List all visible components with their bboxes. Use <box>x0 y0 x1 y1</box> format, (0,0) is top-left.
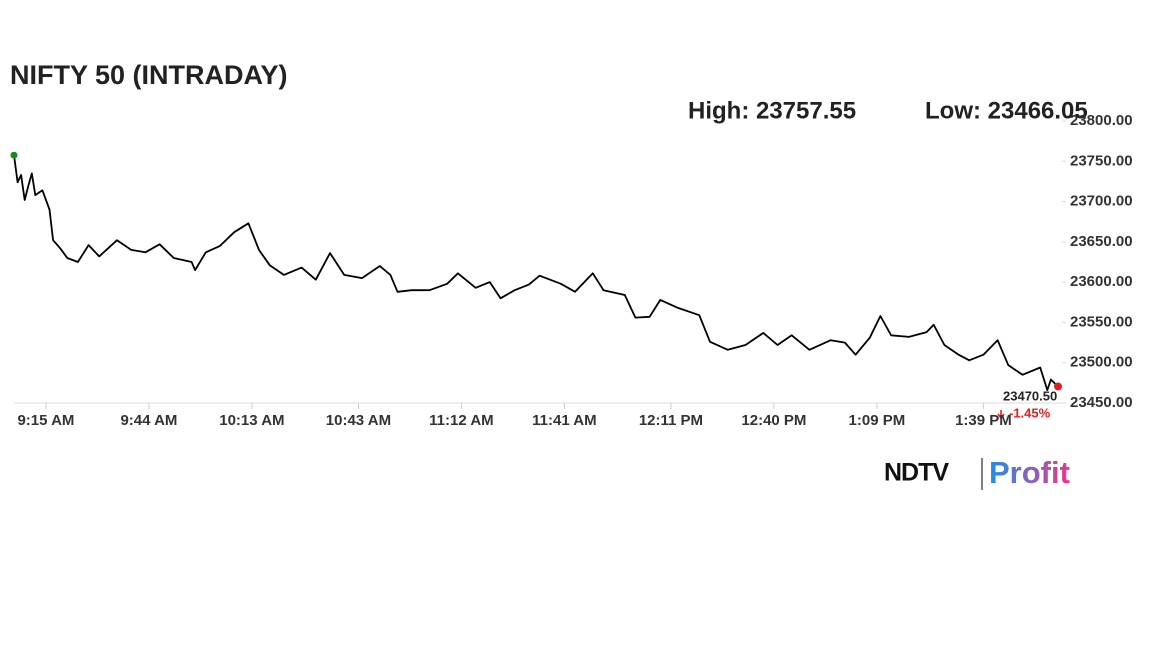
y-tick-label: 23800.00 <box>1070 112 1133 129</box>
y-tick-label: 23450.00 <box>1070 394 1133 411</box>
x-tick-label: 9:44 AM <box>120 412 177 429</box>
x-tick-label: 12:11 PM <box>639 412 703 429</box>
x-tick-label: 1:39 PM <box>955 412 1012 429</box>
y-tick-label: 23500.00 <box>1070 354 1133 371</box>
change-label: -1.45% <box>1009 405 1051 420</box>
high-label: High: 23757.55 <box>688 97 856 124</box>
x-tick-label: 12:40 PM <box>741 412 806 429</box>
x-tick-label: 10:43 AM <box>326 412 391 429</box>
y-tick-label: 23600.00 <box>1070 273 1133 290</box>
logo-ndtv: NDTV <box>884 459 949 487</box>
chart-title: NIFTY 50 (INTRADAY) <box>10 60 288 90</box>
end-dot <box>1054 382 1062 391</box>
y-tick-label: 23700.00 <box>1070 193 1133 210</box>
y-tick-label: 23650.00 <box>1070 233 1133 250</box>
last-price: 23470.50 <box>1003 388 1057 403</box>
price-line <box>13 155 1059 391</box>
x-tick-label: 10:13 AM <box>219 412 284 429</box>
down-arrow <box>997 410 1005 420</box>
x-tick-label: 11:12 AM <box>429 412 493 429</box>
logo-profit: Profit <box>989 455 1070 490</box>
start-dot <box>10 151 18 159</box>
low-label: Low: 23466.05 <box>925 97 1088 124</box>
x-tick-label: 9:15 AM <box>17 412 74 429</box>
y-tick-label: 23550.00 <box>1070 313 1133 330</box>
x-tick-label: 1:09 PM <box>849 412 906 429</box>
x-tick-label: 11:41 AM <box>532 412 596 429</box>
y-tick-label: 23750.00 <box>1070 152 1133 169</box>
